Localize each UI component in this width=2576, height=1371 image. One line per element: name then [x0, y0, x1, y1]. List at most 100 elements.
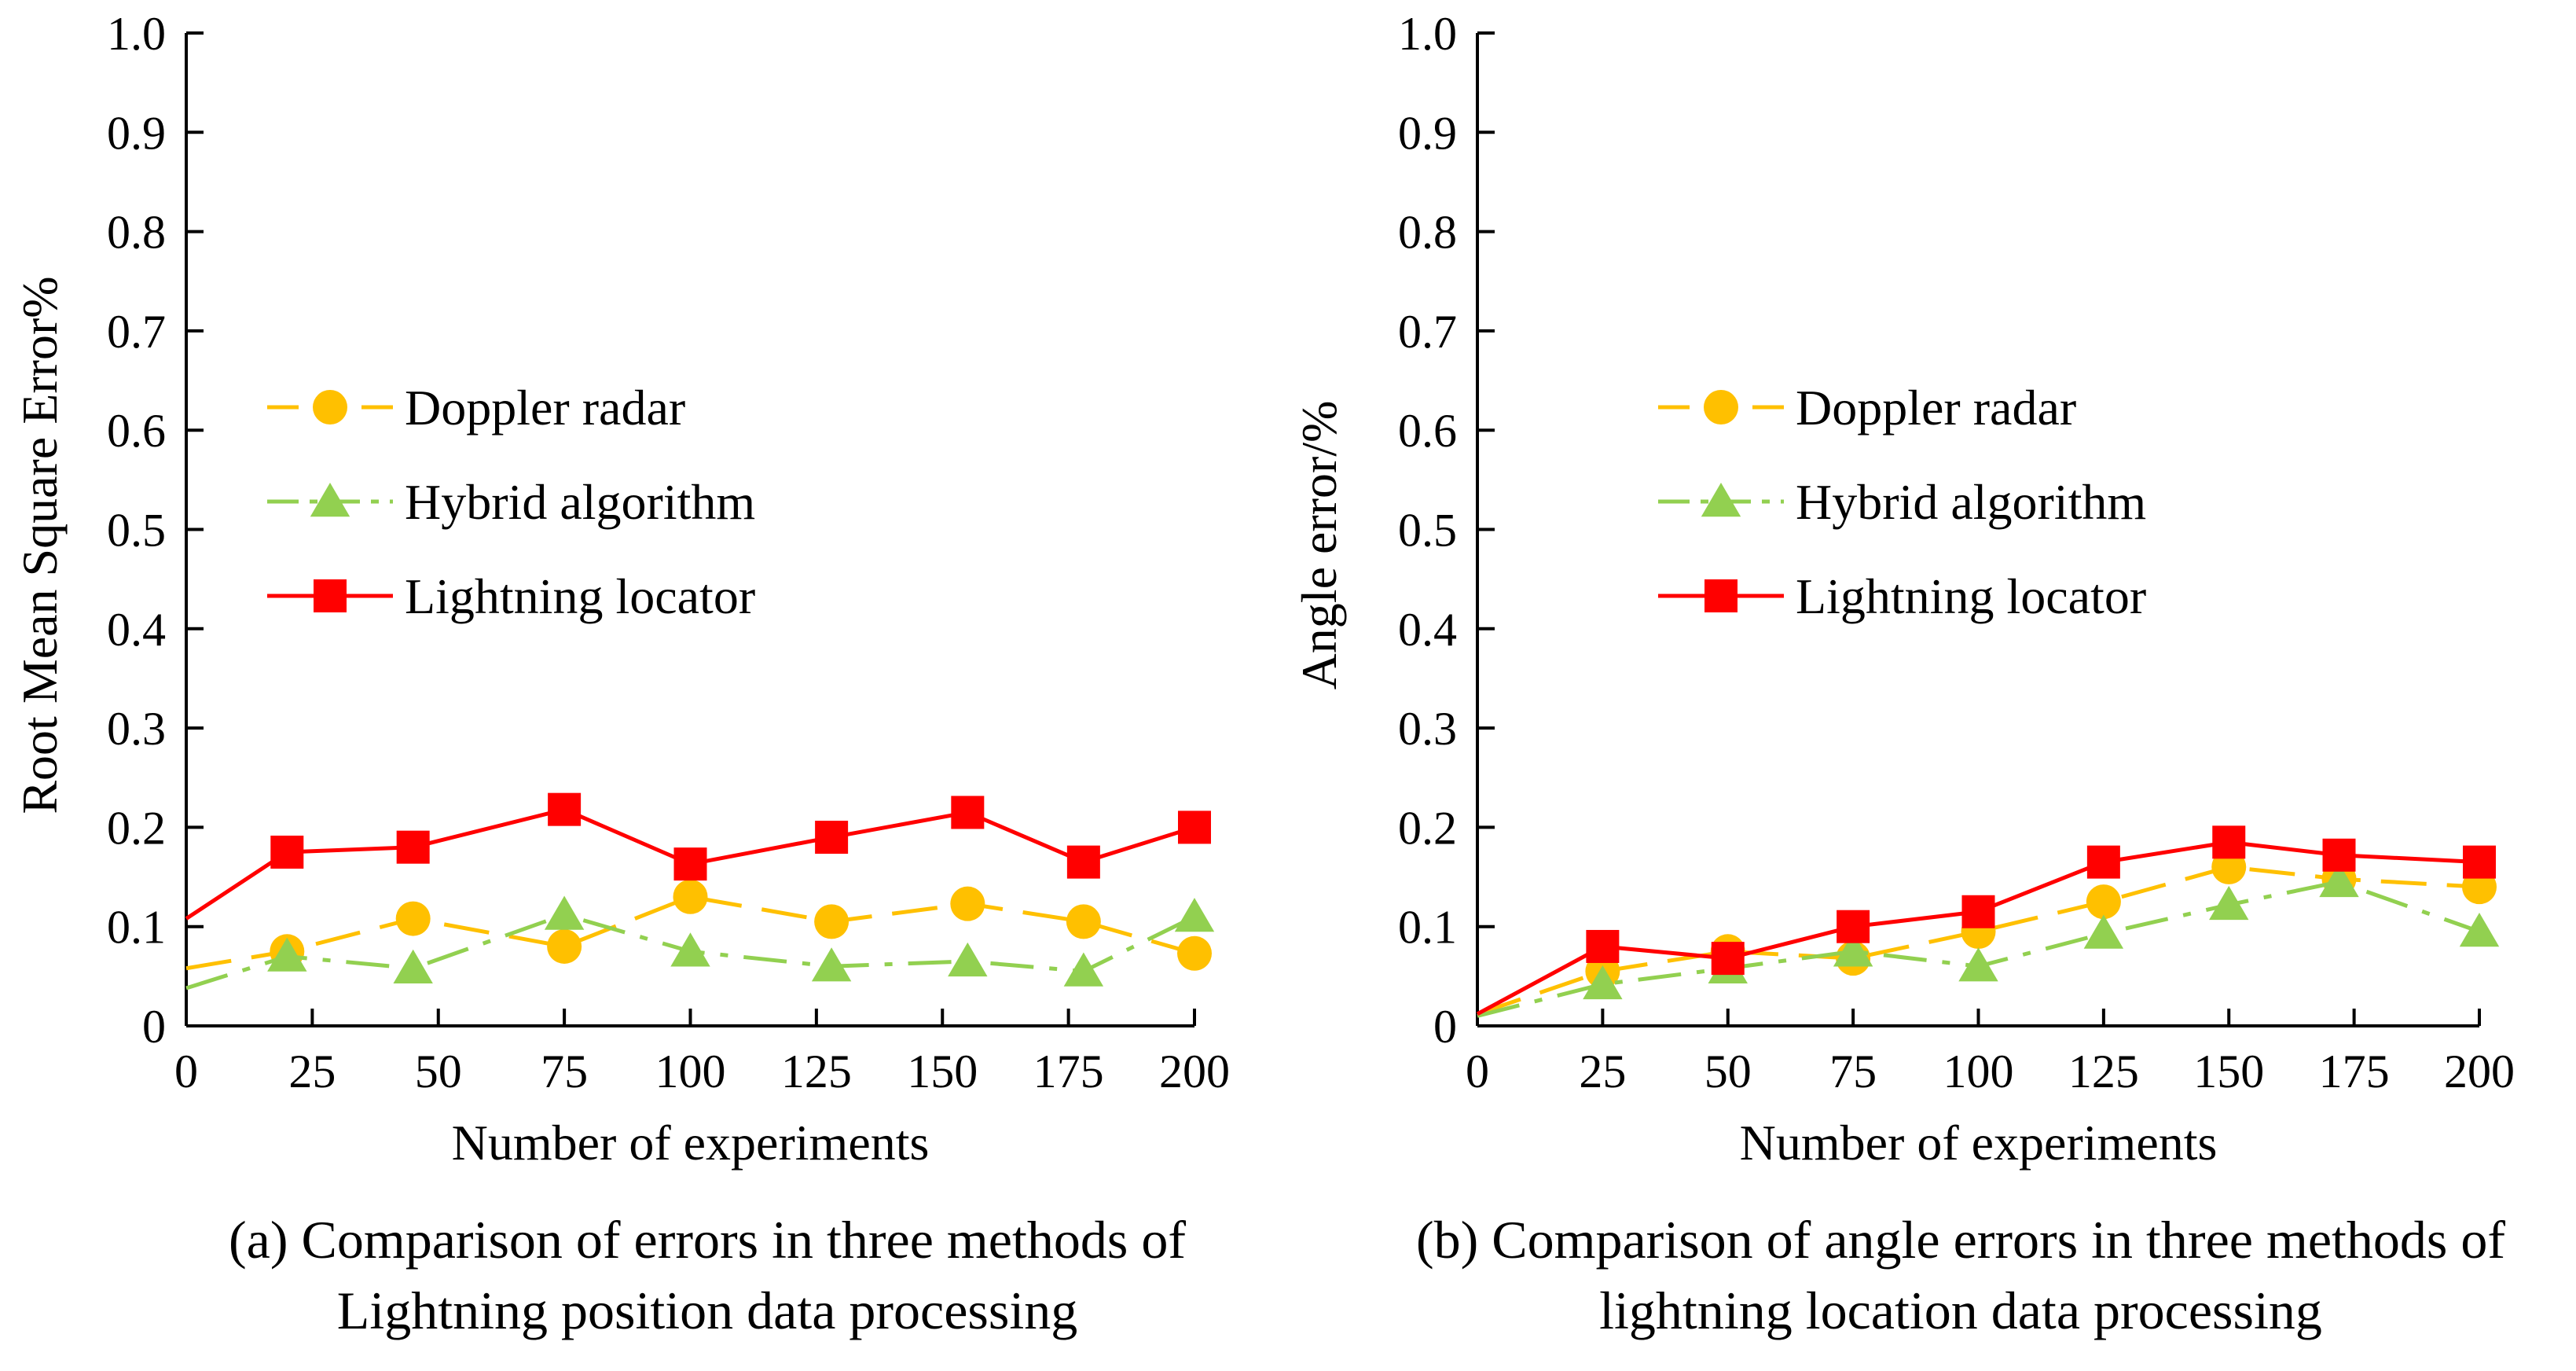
data-point [1711, 942, 1745, 976]
series-lightning-locator [1476, 825, 2496, 1016]
x-tick-label: 50 [415, 1046, 462, 1097]
data-point [673, 879, 708, 914]
data-point [1586, 929, 1620, 963]
x-tick-label: 0 [174, 1046, 198, 1097]
y-tick-label: 1.0 [1398, 8, 1457, 60]
data-point [2319, 862, 2359, 898]
legend-label: Lightning locator [405, 568, 755, 624]
data-point [815, 821, 849, 855]
x-tick-label: 175 [2319, 1046, 2390, 1097]
data-point [1178, 810, 1211, 844]
x-axis-title: Number of experiments [452, 1115, 930, 1171]
data-point [1837, 910, 1870, 943]
legend-label: Doppler radar [405, 380, 685, 436]
data-point [1177, 935, 1212, 971]
x-tick-label: 125 [2068, 1046, 2139, 1097]
data-point [1833, 932, 1873, 967]
y-tick-label: 0.7 [107, 306, 166, 358]
data-point [1066, 845, 1100, 879]
x-tick-label: 50 [1704, 1046, 1752, 1097]
legend-marker-1 [310, 483, 350, 517]
x-tick-label: 100 [655, 1046, 726, 1097]
x-tick-label: 200 [2444, 1046, 2515, 1097]
data-point [2209, 885, 2249, 921]
x-axis-title: Number of experiments [1740, 1115, 2218, 1171]
legend-marker-2 [314, 579, 347, 612]
x-tick-label: 100 [1943, 1046, 2014, 1097]
y-tick-label: 0.3 [107, 703, 166, 755]
y-tick-label: 0.1 [1398, 902, 1457, 954]
x-tick-label: 75 [1829, 1046, 1877, 1097]
y-tick-label: 0.5 [1398, 505, 1457, 557]
legend-marker-0 [1704, 390, 1738, 425]
y-tick-label: 0.2 [1398, 802, 1457, 854]
data-point [2463, 845, 2496, 879]
y-tick-label: 0.9 [107, 107, 166, 159]
data-point [2086, 884, 2121, 920]
data-point [1583, 965, 1623, 1000]
legend-marker-0 [313, 390, 347, 425]
chart-panel-b: 0 0.1 0.2 0.3 0.4 0.5 0.6 0.7 0.8 0.9 1.0 0 25 50 75 10… [1291, 8, 2515, 1340]
series-lightning-locator [185, 792, 1211, 921]
data-point [1958, 947, 1998, 982]
data-point [2083, 914, 2124, 949]
series-line [1477, 865, 2480, 1016]
legend-label: Doppler radar [1796, 380, 2076, 436]
series-line [185, 895, 1195, 971]
data-point [814, 904, 849, 939]
data-point [1961, 895, 1995, 928]
legend-label: Hybrid algorithm [1796, 474, 2146, 530]
x-tick-label: 150 [907, 1046, 978, 1097]
y-tick-label: 0.1 [107, 902, 166, 954]
y-tick-label: 0.4 [107, 604, 166, 656]
data-point [950, 886, 985, 921]
y-tick-label: 0.5 [107, 505, 166, 557]
x-tick-label: 200 [1159, 1046, 1230, 1097]
y-axis-title: Angle error/% [1291, 401, 1347, 690]
data-point [547, 928, 582, 964]
legend-label: Lightning locator [1796, 568, 2146, 624]
data-point [951, 796, 985, 829]
data-point [270, 835, 304, 869]
legend-marker-2 [1704, 579, 1738, 612]
data-point [2322, 838, 2356, 872]
data-point [544, 895, 585, 930]
data-point [1066, 904, 1101, 939]
x-tick-label: 25 [1579, 1046, 1626, 1097]
y-tick-label: 0.2 [107, 802, 166, 854]
y-tick-label: 0.9 [1398, 107, 1457, 159]
data-point [811, 947, 852, 982]
data-point [670, 932, 710, 967]
data-point [395, 901, 431, 936]
x-tick-label: 75 [541, 1046, 588, 1097]
y-tick-label: 0.4 [1398, 604, 1457, 656]
x-tick-label: 150 [2193, 1046, 2264, 1097]
y-tick-label: 0.8 [107, 207, 166, 259]
figure-caption-line-1: (b) Comparison of angle errors in three … [1416, 1210, 2505, 1270]
y-axis-title: Root Mean Square Error% [12, 276, 68, 814]
figure-caption-line-2: lightning location data processing [1599, 1281, 2322, 1340]
y-tick-label: 0.7 [1398, 306, 1457, 358]
data-point [267, 937, 307, 972]
chart-panel-a: 0 0.1 0.2 0.3 0.4 0.5 0.6 0.7 0.8 0.9 1.0 0 25 50 75 10… [12, 8, 1230, 1340]
y-tick-label: 1.0 [107, 8, 166, 60]
data-point [2212, 825, 2246, 859]
data-point [948, 942, 988, 977]
x-tick-label: 125 [781, 1046, 852, 1097]
data-point [2086, 845, 2120, 879]
figure-caption-line-2: Lightning position data processing [337, 1281, 1077, 1340]
data-point [548, 792, 582, 826]
data-point [1063, 952, 1104, 987]
y-tick-label: 0 [142, 1001, 166, 1053]
data-point [1174, 898, 1215, 932]
x-tick-label: 175 [1033, 1046, 1104, 1097]
y-tick-label: 0.6 [107, 405, 166, 457]
y-tick-label: 0.6 [1398, 405, 1457, 457]
legend-label: Hybrid algorithm [405, 474, 755, 530]
series-hybrid-algorithm [185, 895, 1215, 991]
y-tick-label: 0 [1433, 1001, 1457, 1053]
data-point [393, 949, 433, 983]
legend-marker-1 [1701, 483, 1741, 517]
data-point [673, 847, 707, 881]
